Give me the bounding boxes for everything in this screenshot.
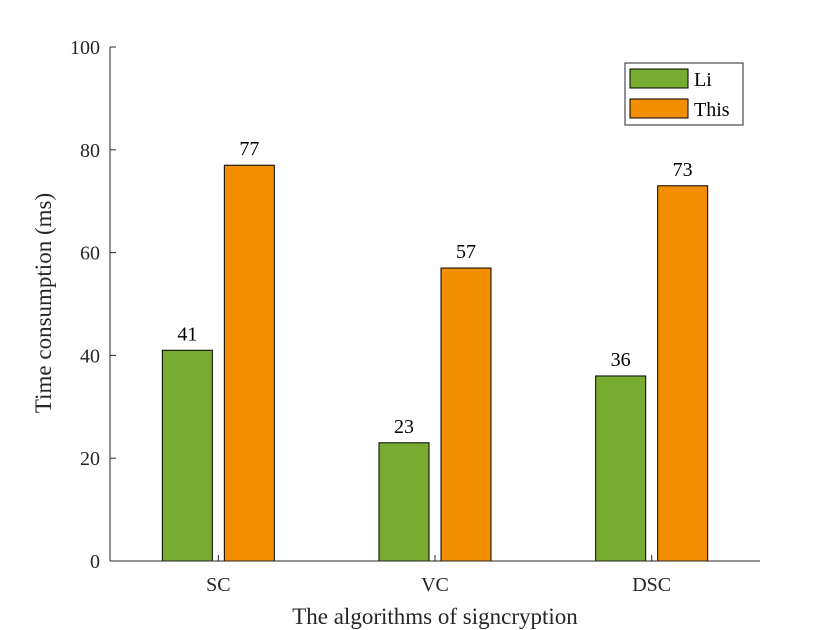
bar-this-vc — [440, 267, 492, 562]
data-label-li-dsc: 36 — [611, 349, 631, 371]
legend-label-li: Li — [694, 69, 712, 91]
y-tick-label: 40 — [80, 345, 100, 367]
bar-li-vc — [378, 442, 430, 562]
y-tick-label: 0 — [90, 551, 100, 573]
data-labels: 41 77 23 57 36 73 — [177, 138, 692, 438]
y-tick-label: 100 — [70, 37, 100, 59]
data-label-li-sc: 41 — [177, 323, 197, 345]
y-tick-label: 80 — [80, 140, 100, 162]
x-tick-label: SC — [206, 574, 230, 596]
legend: Li This — [624, 62, 744, 126]
legend-label-this: This — [694, 99, 730, 121]
data-label-this-dsc: 73 — [673, 159, 693, 181]
y-axis-title: Time consumption (ms) — [31, 193, 56, 413]
data-label-this-sc: 77 — [239, 138, 259, 160]
axes: SC VC DSC 0 20 40 60 80 100 — [70, 37, 760, 596]
data-label-this-vc: 57 — [456, 241, 476, 263]
bars — [161, 164, 709, 562]
data-label-li-vc: 23 — [394, 416, 414, 438]
x-tick-label: DSC — [632, 574, 671, 596]
x-axis-title: The algorithms of signcryption — [292, 604, 578, 629]
y-tick-label: 60 — [80, 243, 100, 265]
bar-li-dsc — [595, 375, 647, 562]
bar-this-dsc — [657, 185, 709, 562]
bar-this-sc — [223, 164, 275, 562]
legend-swatch-this — [629, 98, 689, 119]
legend-swatch-li — [629, 68, 689, 89]
y-tick-label: 20 — [80, 448, 100, 470]
bar-li-sc — [161, 349, 213, 562]
x-tick-label: VC — [421, 574, 449, 596]
